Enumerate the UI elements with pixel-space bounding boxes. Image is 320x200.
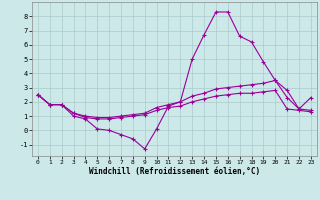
X-axis label: Windchill (Refroidissement éolien,°C): Windchill (Refroidissement éolien,°C) — [89, 167, 260, 176]
